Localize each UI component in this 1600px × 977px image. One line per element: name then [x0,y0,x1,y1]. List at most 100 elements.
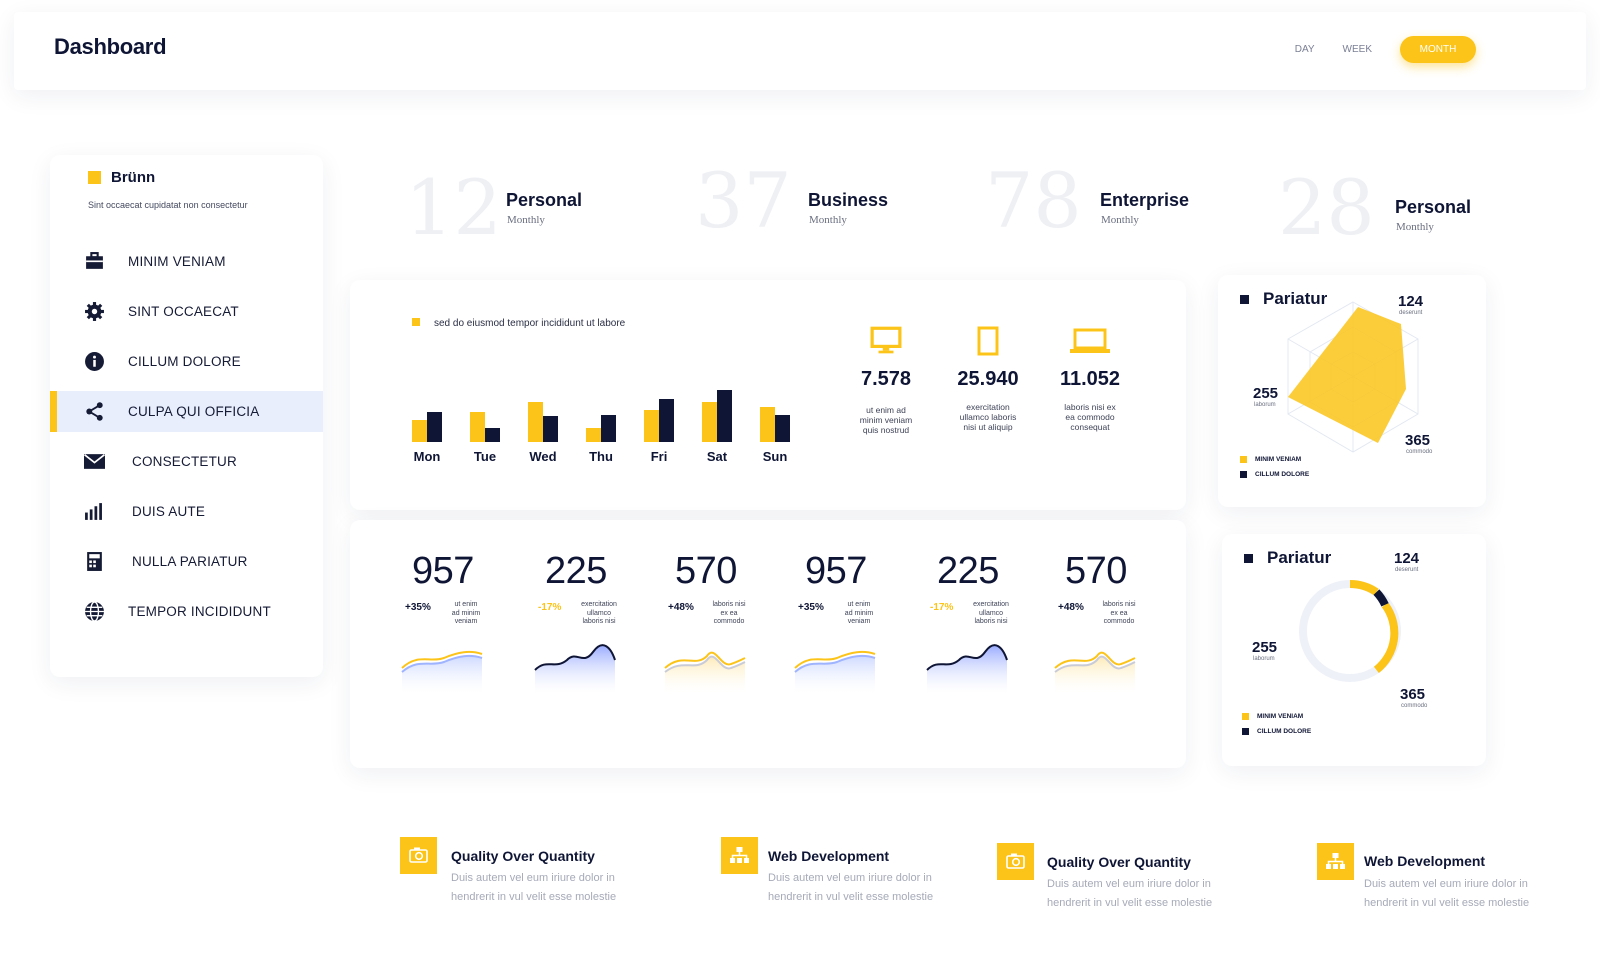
sidebar-item-label: SINT OCCAECAT [128,304,239,319]
bar-fri-navy [659,399,674,442]
bar-thu-navy [601,415,616,442]
spark-change: -17% [930,602,954,613]
sparkline-line [664,651,746,669]
bar-chart-icon [85,503,102,520]
bar-legend-swatch [412,318,420,326]
bar-thu-gold [586,428,601,442]
camera-icon [1006,853,1025,869]
sparkline-line-secondary [401,654,483,673]
device-metric-value: 7.578 [860,368,912,390]
sparkline [794,650,876,693]
range-month-tab[interactable]: MONTH [1400,36,1476,63]
bar-tue-navy [485,428,500,442]
device-metric-desc: laboris nisi ex ea commodo consequat [1064,402,1116,432]
sidebar-item-duis-aute[interactable]: DUIS AUTE [50,491,323,532]
feature-icon-box [1317,843,1354,880]
spark-desc: exercitation ullamco laboris nisi [581,601,617,625]
donut-card-title: Pariatur [1244,548,1331,568]
sparkline-line [534,644,616,671]
legend-item: CILLUM DOLORE [1240,471,1309,478]
share-icon [86,402,103,421]
sidebar-item-consectetur[interactable]: CONSECTETUR [50,441,323,482]
stat-big-number: 37 [695,156,792,245]
feature-icon-box [400,837,437,874]
range-day-tab[interactable]: DAY [1294,44,1315,55]
top-header: Dashboard DAY WEEK MONTH [14,12,1586,90]
weekly-bar-card: sed do eiusmod tempor incididunt ut labo… [350,280,1186,510]
camera-icon [409,847,428,863]
feature-title: Quality Over Quantity [1047,854,1191,870]
stat-name: Personal [506,190,583,210]
sidebar-item-sint-occaecat[interactable]: SINT OCCAECAT [50,291,323,332]
sitemap-icon [1326,853,1345,869]
donut-bottom-caption: commodo [1401,703,1428,709]
bar-category-label: Fri [651,449,668,464]
legend-swatch [1242,713,1249,720]
sparkline-area [927,645,1007,693]
donut-bottom-value: 365 [1400,686,1426,703]
legend-swatch [1240,456,1247,463]
gear-icon [85,302,104,321]
sparkline-line [1054,651,1136,669]
sidebar-item-label: CULPA QUI OFFICIA [128,404,260,419]
radar-left-caption: laborum [1254,402,1276,408]
feature-desc: Duis autem vel eum iriure dolor in hendre… [768,872,934,903]
briefcase-icon [86,252,103,269]
sidebar-item-minim-veniam[interactable]: MINIM VENIAM [50,241,323,282]
donut-chart [1299,579,1401,682]
bar-category-label: Wed [529,449,556,464]
sidebar-item-tempor-incididunt[interactable]: TEMPOR INCIDIDUNT [50,591,323,632]
info-icon [85,352,104,371]
radar-area [1288,307,1406,443]
spark-change: +35% [798,602,824,613]
radar-card: Pariatur 124 deserunt 255 laborum 365 co… [1218,275,1486,507]
bar-mon-navy [427,412,442,442]
spark-change: +48% [668,602,694,613]
sparkline-line-secondary [1054,655,1136,673]
stat-name: Personal [1395,197,1472,217]
donut-top-value: 124 [1394,550,1420,567]
stat-period: Monthly [1396,221,1434,233]
weekly-bar-chart: sed do eiusmod tempor incididunt ut labo… [412,318,790,464]
bar-mon-gold [412,420,427,442]
brand: Brünn [88,169,155,186]
device-metric-value: 11.052 [1059,368,1121,390]
sidebar-item-cillum-dolore[interactable]: CILLUM DOLORE [50,341,323,382]
spark-value: 225 [937,550,999,592]
feature-title: Web Development [768,848,890,864]
legend-item: MINIM VENIAM [1242,713,1303,720]
sparkline-line [794,650,876,669]
spark-desc: exercitation ullamco laboris nisi [973,601,1009,625]
spark-change: +35% [405,602,431,613]
donut-left-value: 255 [1252,639,1278,656]
brand-subtitle: Sint occaecat cupidatat non consectetur [88,200,248,210]
calculator-icon [87,552,102,571]
bar-fri-gold [644,410,659,442]
stat-name: Enterprise [1100,190,1190,210]
spark-desc: ut enim ad minim veniam [844,601,874,625]
range-week-tab[interactable]: WEEK [1342,44,1372,55]
brand-square-icon [88,171,101,184]
brand-name: Brünn [111,169,156,186]
sparkline-line [401,650,483,669]
feature-title: Web Development [1364,853,1486,869]
feature-icon-box [997,843,1034,880]
range-tabs: DAY WEEK MONTH [1267,36,1476,63]
stat-big-number: 78 [985,156,1082,245]
title-square-icon [1240,294,1249,304]
sidebar: Brünn Sint occaecat cupidatat non consec… [50,155,323,677]
bar-tue-gold [470,412,485,442]
radar-bottom-value: 365 [1405,432,1431,449]
sidebar-item-nulla-pariatur[interactable]: NULLA PARIATUR [50,541,323,582]
radar-chart [1287,301,1419,453]
spark-desc: laboris nisi ex ea commodo [1102,601,1136,625]
mail-icon [84,454,105,469]
spark-value: 570 [1065,550,1127,592]
stat-big-number: 28 [1278,163,1375,252]
bar-category-label: Sun [763,449,788,464]
sidebar-item-culpa-qui-officia[interactable]: CULPA QUI OFFICIA [50,391,323,432]
bar-sat-navy [717,390,732,442]
sparkline [401,650,483,693]
radar-top-caption: deserunt [1399,310,1423,316]
donut-left-caption: laborum [1253,656,1275,662]
